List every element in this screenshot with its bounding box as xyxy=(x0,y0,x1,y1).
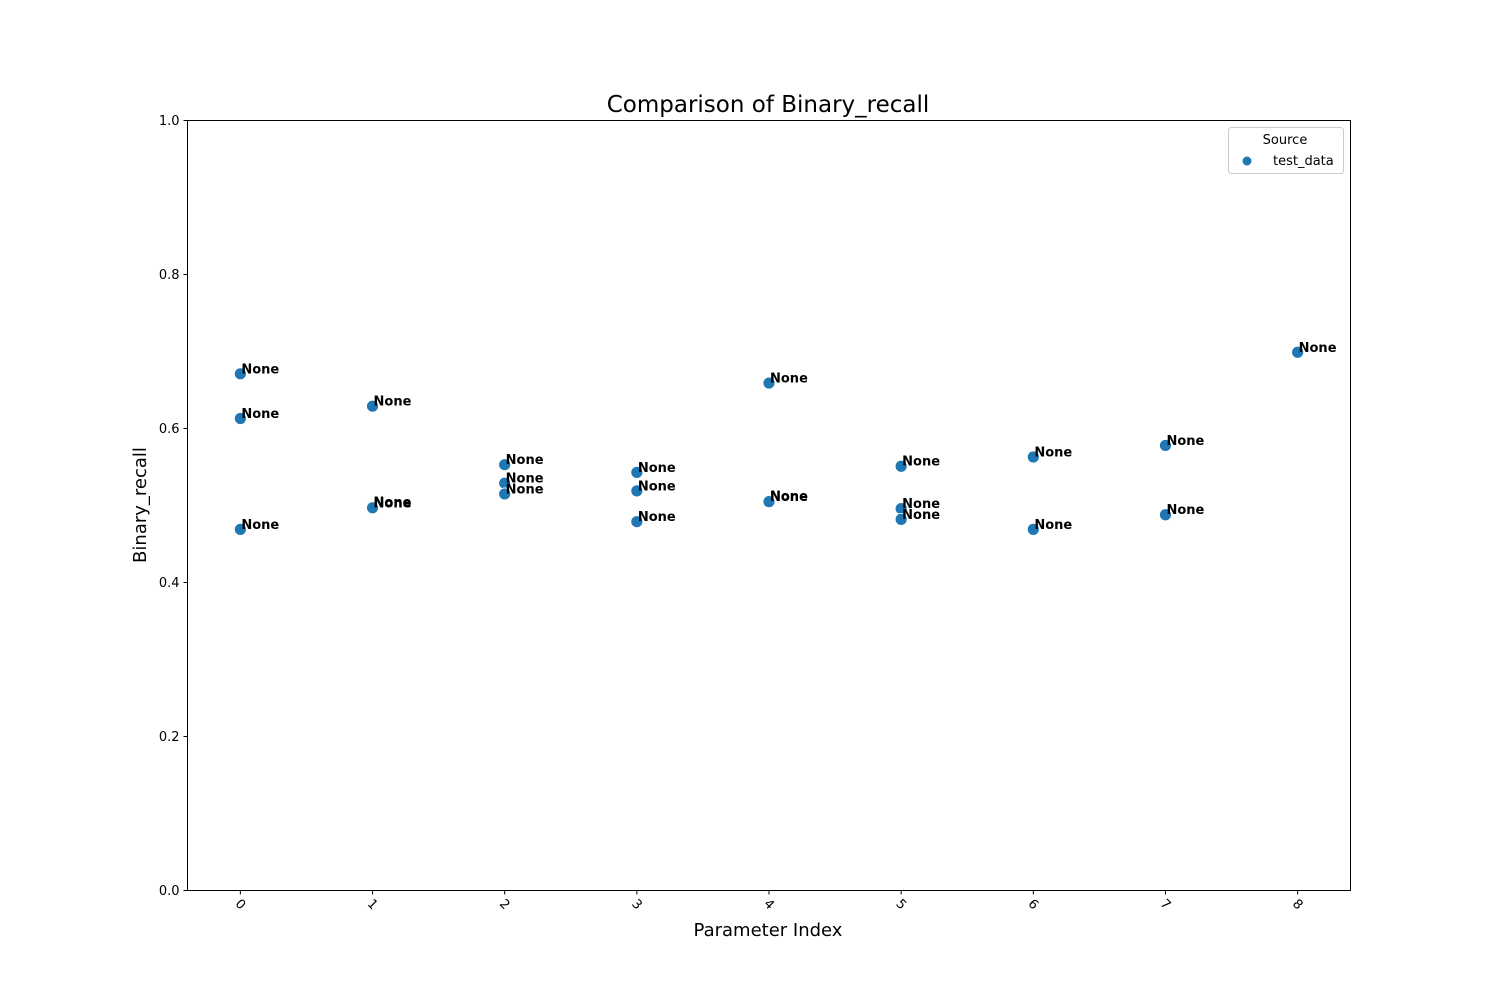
data-point-label: None xyxy=(638,479,676,494)
x-tick-label: 0 xyxy=(232,897,248,913)
data-point-label: None xyxy=(770,490,808,505)
legend: Source test_data xyxy=(1228,127,1344,174)
x-tick-label: 2 xyxy=(496,897,512,913)
data-point xyxy=(233,412,247,425)
data-point-label: None xyxy=(902,497,940,512)
data-point-label: None xyxy=(1166,503,1204,518)
x-tick-label: 3 xyxy=(628,897,644,913)
x-axis-label: Parameter Index xyxy=(694,920,843,941)
data-point xyxy=(762,495,776,509)
data-point-label: None xyxy=(374,496,412,511)
plot-frame xyxy=(187,120,1351,891)
legend-box xyxy=(1228,127,1344,174)
data-point xyxy=(630,465,644,479)
y-tick-label: 0.0 xyxy=(159,884,180,899)
data-point xyxy=(1026,522,1040,536)
data-point-label: None xyxy=(506,472,544,487)
y-tick-label: 1.0 xyxy=(159,114,180,129)
data-point-label: None xyxy=(770,372,808,387)
data-point xyxy=(498,458,512,472)
data-point xyxy=(630,515,644,529)
x-tick-label: 5 xyxy=(893,897,909,913)
y-axis-label: Binary_recall xyxy=(130,447,151,563)
data-point-label: None xyxy=(241,518,279,533)
data-point-label: None xyxy=(1034,518,1072,533)
data-point-label: None xyxy=(506,482,544,497)
data-point-label: None xyxy=(638,510,676,525)
data-point-label: None xyxy=(1034,445,1072,460)
y-tick-label: 0.8 xyxy=(159,268,180,283)
data-point-label: None xyxy=(638,461,676,476)
data-point-label: None xyxy=(374,395,412,410)
data-point xyxy=(1159,439,1172,452)
x-tick-label: 7 xyxy=(1157,897,1173,913)
data-point-label: None xyxy=(506,453,544,468)
x-tick-label: 8 xyxy=(1289,897,1305,913)
data-point-label: None xyxy=(241,407,279,422)
y-tick-label: 0.2 xyxy=(159,730,180,745)
y-tick-label: 0.4 xyxy=(159,576,180,591)
data-point xyxy=(1291,345,1305,359)
data-point-label: None xyxy=(374,496,412,511)
data-points xyxy=(233,345,1305,536)
data-point xyxy=(894,512,908,526)
y-tick-label: 0.6 xyxy=(159,422,180,437)
data-point-label: None xyxy=(902,508,940,523)
data-point xyxy=(762,376,776,390)
legend-marker xyxy=(1242,156,1252,166)
x-tick-label: 1 xyxy=(364,897,380,913)
data-point xyxy=(894,459,908,473)
data-point-label: None xyxy=(241,362,279,377)
x-tick-label: 6 xyxy=(1025,897,1041,913)
point-labels: NoneNoneNoneNoneNoneNoneNoneNoneNoneNone… xyxy=(241,341,1336,533)
data-point xyxy=(233,367,247,381)
data-point xyxy=(233,522,247,536)
data-point xyxy=(366,399,379,413)
data-point-label: None xyxy=(1166,434,1204,449)
data-point-label: None xyxy=(770,489,808,504)
data-point-label: None xyxy=(902,455,940,470)
data-point xyxy=(630,484,644,498)
legend-entry-test-data: test_data xyxy=(1273,154,1334,169)
data-point-label: None xyxy=(1299,341,1337,356)
data-point xyxy=(498,487,512,501)
data-point xyxy=(1026,450,1040,464)
data-point xyxy=(1159,508,1172,522)
chart-title: Comparison of Binary_recall xyxy=(607,92,930,118)
x-tick-label: 4 xyxy=(760,897,776,913)
data-point xyxy=(366,501,379,515)
legend-title: Source xyxy=(1263,133,1308,148)
axis-ticks: 0.0 0.2 0.4 0.6 0.8 1.0 0 1 2 3 4 5 6 7 8 xyxy=(159,114,1306,913)
